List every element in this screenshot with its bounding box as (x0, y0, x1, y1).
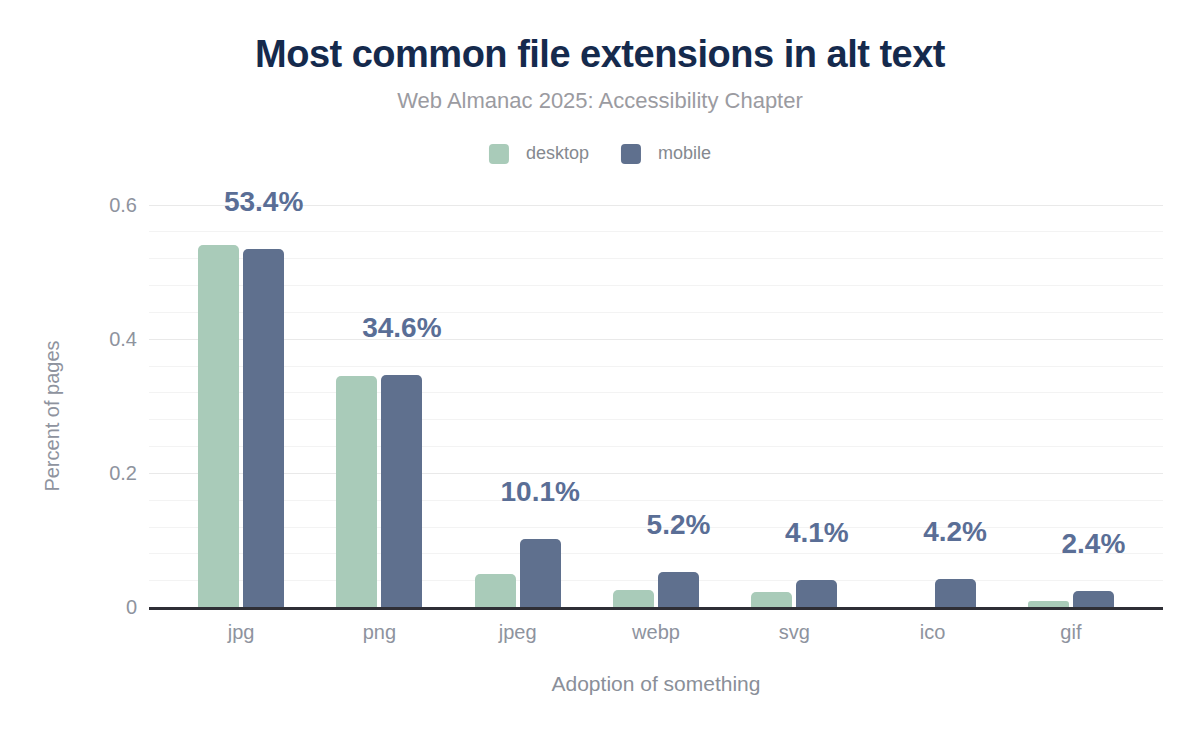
legend-label-desktop: desktop (526, 143, 589, 164)
minor-gridline (149, 553, 1163, 554)
legend-label-mobile: mobile (658, 143, 711, 164)
y-tick-label: 0 (77, 595, 137, 619)
x-tick-label: jpeg (499, 621, 537, 644)
minor-gridline (149, 312, 1163, 313)
bar-value-label: 10.1% (500, 477, 579, 507)
x-tick-label: webp (632, 621, 680, 644)
bar-mobile-svg[interactable] (796, 580, 837, 608)
minor-gridline (149, 580, 1163, 581)
bar-value-label: 4.2% (923, 517, 987, 547)
y-tick-label: 0.4 (77, 327, 137, 351)
chart-title: Most common file extensions in alt text (0, 33, 1200, 76)
bar-mobile-ico[interactable] (935, 579, 976, 607)
bar-desktop-png[interactable] (336, 376, 377, 607)
x-tick-label: ico (920, 621, 946, 644)
y-axis-title: Percent of pages (41, 340, 64, 491)
legend-swatch-mobile (621, 144, 641, 164)
minor-gridline (149, 231, 1163, 232)
minor-gridline (149, 392, 1163, 393)
bar-desktop-svg[interactable] (751, 592, 792, 607)
minor-gridline (149, 366, 1163, 367)
bar-mobile-png[interactable] (381, 375, 422, 607)
x-tick-label: gif (1060, 621, 1081, 644)
x-axis-line (149, 607, 1163, 610)
major-gridline (149, 339, 1163, 340)
bar-value-label: 5.2% (647, 510, 711, 540)
bar-desktop-jpg[interactable] (198, 245, 239, 607)
bar-value-label: 34.6% (362, 313, 441, 343)
x-tick-label: jpg (228, 621, 255, 644)
legend: desktop mobile (489, 143, 711, 164)
legend-swatch-desktop (489, 144, 509, 164)
minor-gridline (149, 500, 1163, 501)
minor-gridline (149, 285, 1163, 286)
bar-value-label: 53.4% (224, 187, 303, 217)
bar-mobile-jpg[interactable] (243, 249, 284, 607)
x-tick-label: png (363, 621, 396, 644)
bar-value-label: 4.1% (785, 518, 849, 548)
bar-mobile-jpeg[interactable] (520, 539, 561, 607)
bar-mobile-gif[interactable] (1073, 591, 1114, 607)
y-tick-label: 0.6 (77, 193, 137, 217)
bar-desktop-webp[interactable] (613, 590, 654, 607)
minor-gridline (149, 446, 1163, 447)
y-tick-label: 0.2 (77, 461, 137, 485)
bar-value-label: 2.4% (1061, 529, 1125, 559)
legend-item-mobile[interactable]: mobile (621, 143, 711, 164)
chart-subtitle: Web Almanac 2025: Accessibility Chapter (0, 88, 1200, 114)
x-axis-title: Adoption of something (552, 672, 761, 696)
legend-item-desktop[interactable]: desktop (489, 143, 589, 164)
x-tick-label: svg (779, 621, 810, 644)
minor-gridline (149, 419, 1163, 420)
bar-desktop-jpeg[interactable] (475, 574, 516, 607)
minor-gridline (149, 258, 1163, 259)
major-gridline (149, 473, 1163, 474)
bar-mobile-webp[interactable] (658, 572, 699, 607)
chart: Most common file extensions in alt text … (0, 0, 1200, 742)
